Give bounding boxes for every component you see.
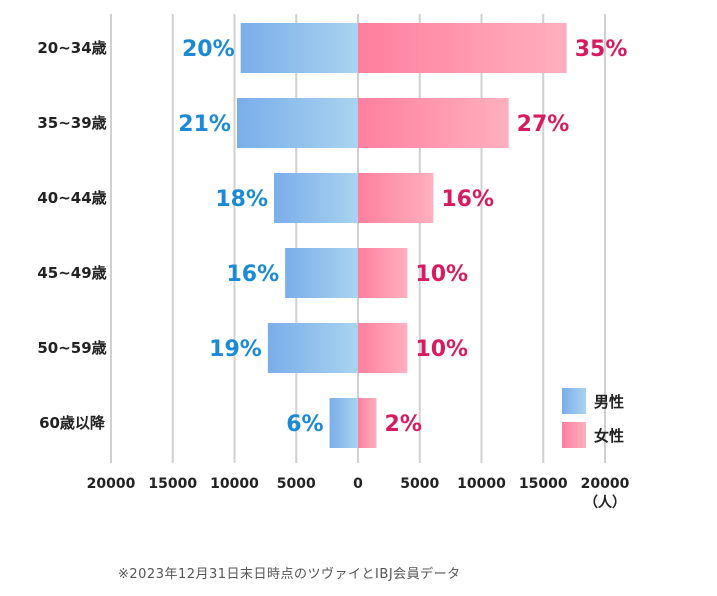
female-percent-label: 27% (517, 112, 570, 137)
category-label: 40~44歳 (37, 189, 106, 207)
footnote: ※2023年12月31日末日時点のツヴァイとIBJ会員データ (118, 567, 461, 582)
male-bar (274, 173, 358, 223)
bars (236, 23, 567, 448)
category-label: 20~34歳 (37, 39, 106, 57)
male-bar (236, 98, 358, 148)
x-tick-label: 5000 (400, 476, 439, 492)
female-bar (358, 173, 434, 223)
x-axis-unit: （人） (584, 494, 626, 511)
male-percent-label: 16% (226, 262, 279, 287)
legend-label-male: 男性 (594, 393, 624, 411)
male-percent-label: 18% (215, 187, 268, 212)
male-bar (285, 248, 358, 298)
x-tick-label: 15000 (148, 476, 197, 492)
male-bar (267, 323, 358, 373)
x-tick-label: 5000 (277, 476, 316, 492)
female-bar (358, 398, 377, 448)
category-label: 50~59歳 (37, 339, 106, 357)
x-tick-label: 10000 (457, 476, 506, 492)
male-bar (240, 23, 358, 73)
x-tick-label: 10000 (210, 476, 259, 492)
male-bar (329, 398, 358, 448)
male-percent-label: 19% (209, 337, 262, 362)
female-percent-label: 16% (441, 187, 494, 212)
female-percent-label: 10% (415, 262, 468, 287)
female-bar (358, 323, 408, 373)
male-percent-label: 21% (178, 112, 231, 137)
legend-label-female: 女性 (594, 427, 624, 445)
x-tick-label: 15000 (519, 476, 568, 492)
male-percent-label: 6% (286, 412, 323, 437)
labels: 20000 15000 10000 5000 0 5000 10000 15000 20000 （… (37, 37, 629, 511)
x-tick-label: 0 (353, 476, 363, 492)
x-tick-label: 20000 (87, 476, 136, 492)
legend-swatch-male (562, 388, 586, 414)
category-label: 60歳以降 (39, 414, 106, 432)
female-bar (358, 248, 408, 298)
x-tick-label: 20000 (581, 476, 630, 492)
female-bar (358, 98, 509, 148)
category-label: 35~39歳 (37, 114, 106, 132)
category-label: 45~49歳 (37, 264, 106, 282)
female-percent-label: 35% (575, 37, 628, 62)
grid-lines (110, 14, 606, 463)
female-percent-label: 10% (415, 337, 468, 362)
female-percent-label: 2% (385, 412, 422, 437)
legend-swatch-female (562, 422, 586, 448)
male-percent-label: 20% (182, 37, 235, 62)
female-bar (358, 23, 567, 73)
